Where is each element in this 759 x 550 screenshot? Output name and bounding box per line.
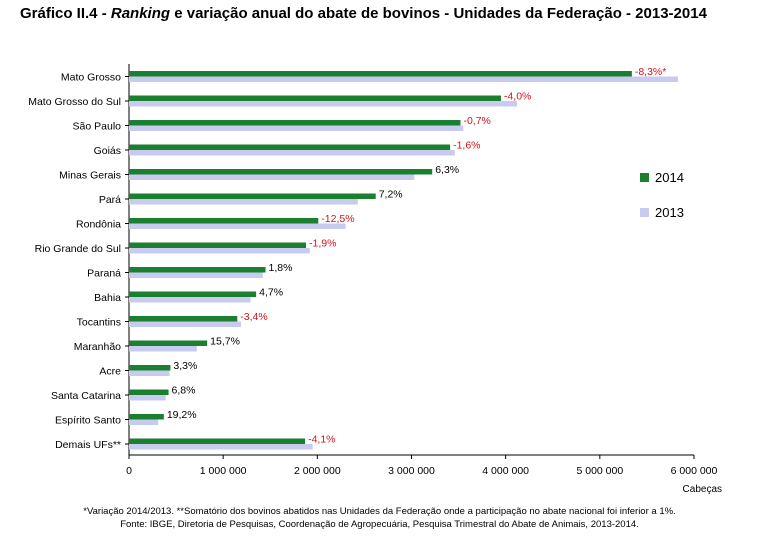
legend-label: 2013 <box>655 205 684 220</box>
data-label: 4,7% <box>259 287 283 299</box>
data-label: 6,8% <box>172 385 196 397</box>
category-label: Santa Catarina <box>51 390 121 402</box>
x-tick-label: 0 <box>126 465 132 477</box>
bar-2014 <box>129 316 238 322</box>
category-label: Maranhão <box>74 341 121 353</box>
data-label: 7,2% <box>379 189 403 201</box>
bar-2014 <box>129 218 319 224</box>
bar-2013 <box>129 419 159 425</box>
data-label: -8,3%* <box>635 66 667 78</box>
data-label: 15,7% <box>210 336 240 348</box>
bar-2013 <box>129 125 464 131</box>
bar-chart: Mato Grosso -8,3%* Mato Grosso do Sul -4,0%… <box>28 64 722 495</box>
data-label: -12,5% <box>321 213 354 225</box>
x-tick-label: 2 000 000 <box>294 465 341 477</box>
title-emphasis: Ranking <box>110 5 171 22</box>
category-label: Demais UFs** <box>55 439 121 451</box>
category-label: Minas Gerais <box>59 170 121 182</box>
bar-2013 <box>129 272 263 278</box>
footnote-variation: *Variação 2014/2013. **Somatório dos bov… <box>83 506 676 517</box>
footnote-source: Fonte: IBGE, Diretoria de Pesquisas, Coo… <box>120 519 639 530</box>
category-label: Goiás <box>94 145 121 157</box>
bar-2014 <box>129 193 376 199</box>
bar-2013 <box>129 76 678 82</box>
category-label: Mato Grosso do Sul <box>28 96 121 108</box>
data-label: -1,9% <box>309 238 336 250</box>
category-label: Tocantins <box>77 317 121 329</box>
bar-2013 <box>129 346 197 352</box>
x-tick-label: 3 000 000 <box>388 465 435 477</box>
data-label: 3,3% <box>173 360 197 372</box>
bar-2014 <box>129 340 208 346</box>
x-tick-label: 4 000 000 <box>482 465 529 477</box>
data-label: -4,0% <box>504 91 531 103</box>
category-label: Rio Grande do Sul <box>35 243 121 255</box>
bar-2014 <box>129 365 171 371</box>
legend-label: 2014 <box>655 170 684 185</box>
x-axis-title: Cabeças <box>683 484 722 495</box>
bar-2014 <box>129 120 461 126</box>
title-rest: e variação anual do abate de bovinos - U… <box>170 5 707 22</box>
data-label: 1,8% <box>269 262 293 274</box>
bar-2014 <box>129 144 451 150</box>
bar-2014 <box>129 267 266 273</box>
category-label: Espírito Santo <box>55 415 121 427</box>
x-tick-label: 1 000 000 <box>200 465 247 477</box>
chart-title: Gráfico II.4 - Ranking e variação anual … <box>20 4 750 24</box>
bar-2013 <box>129 150 455 156</box>
title-prefix: Gráfico II.4 - <box>20 5 111 22</box>
category-label: Bahia <box>94 292 121 304</box>
data-label: -3,4% <box>240 311 267 323</box>
category-label: Acre <box>99 366 121 378</box>
bar-2013 <box>129 101 517 107</box>
bar-2014 <box>129 242 307 248</box>
bar-2013 <box>129 174 415 180</box>
bar-2013 <box>129 444 313 450</box>
x-tick-label: 5 000 000 <box>576 465 623 477</box>
data-label: 6,3% <box>435 164 459 176</box>
bar-2013 <box>129 321 242 327</box>
bar-2014 <box>129 95 501 101</box>
bar-2014 <box>129 169 433 175</box>
bar-2013 <box>129 370 170 376</box>
bar-2014 <box>129 438 306 444</box>
bar-2013 <box>129 223 346 229</box>
bar-2014 <box>129 414 164 420</box>
bar-2013 <box>129 248 310 254</box>
category-label: Paraná <box>87 268 121 280</box>
bar-2013 <box>129 395 166 401</box>
bar-2014 <box>129 389 169 395</box>
data-label: -4,1% <box>308 434 335 446</box>
data-label: -0,7% <box>463 115 490 127</box>
bar-2014 <box>129 71 632 77</box>
legend-swatch <box>640 173 649 182</box>
x-tick-label: 6 000 000 <box>671 465 718 477</box>
data-label: 19,2% <box>167 409 197 421</box>
data-label: -1,6% <box>453 140 480 152</box>
category-label: Mato Grosso <box>61 72 121 84</box>
category-label: Rondônia <box>76 219 121 231</box>
category-label: São Paulo <box>73 121 122 133</box>
bar-2013 <box>129 199 358 205</box>
legend-swatch <box>640 208 649 217</box>
bar-2013 <box>129 297 251 303</box>
category-label: Pará <box>99 194 121 206</box>
bar-2014 <box>129 291 257 297</box>
